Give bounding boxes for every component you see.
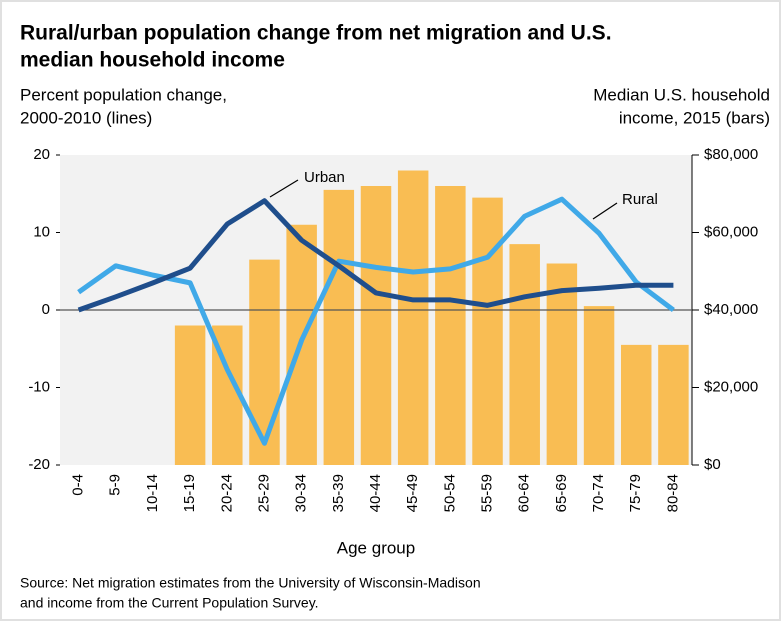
- x-tick-label: 0-4: [70, 474, 87, 496]
- bar: [249, 259, 280, 465]
- y2-tick-label: $80,000: [704, 146, 758, 163]
- source: and income from the Current Population S…: [20, 595, 319, 611]
- source: Source: Net migration estimates from the…: [20, 575, 481, 591]
- y-tick-label: 20: [33, 146, 50, 163]
- x-tick-label: 35-39: [330, 474, 347, 512]
- y-axis-label: Percent population change,: [20, 85, 227, 104]
- x-tick-label: 10-14: [144, 474, 161, 512]
- leader-line: [269, 179, 299, 198]
- x-tick-label: 75-79: [627, 474, 644, 512]
- leader-line: [592, 202, 618, 220]
- series-label: Rural: [622, 191, 658, 208]
- bar: [397, 170, 429, 465]
- chart-title: Rural/urban population change from net m…: [20, 22, 612, 45]
- bar: [323, 189, 355, 465]
- bar: [360, 186, 392, 465]
- line: [77, 196, 675, 446]
- x-axis-label: Age group: [337, 538, 415, 557]
- x-tick-label: 5-9: [107, 474, 124, 496]
- y-axis-label: 2000-2010 (lines): [20, 108, 152, 127]
- x-tick-label: 55-59: [478, 474, 495, 512]
- bar: [435, 186, 466, 465]
- x-tick-label: 60-64: [516, 474, 533, 512]
- bar: [174, 325, 206, 465]
- bar: [583, 306, 615, 465]
- x-tick-label: 80-84: [664, 474, 681, 512]
- bar: [509, 244, 540, 465]
- y2-tick-label: $0: [704, 456, 721, 473]
- x-tick-label: 15-19: [181, 474, 198, 512]
- y2-tick-label: $20,000: [704, 378, 758, 395]
- x-tick-label: 70-74: [590, 474, 607, 512]
- y-tick-label: 10: [33, 223, 50, 240]
- chart-title: median household income: [20, 49, 285, 72]
- series-label: Urban: [304, 169, 345, 186]
- bar: [472, 197, 503, 465]
- x-tick-label: 25-29: [255, 474, 272, 512]
- y-tick-label: 0: [42, 301, 50, 318]
- x-tick-label: 20-24: [218, 474, 235, 512]
- y-tick-label: -10: [28, 378, 50, 395]
- x-tick-label: 50-54: [441, 474, 458, 512]
- x-tick-label: 40-44: [367, 474, 384, 512]
- line: [77, 198, 674, 313]
- y-tick-label: -20: [28, 456, 50, 473]
- x-tick-label: 45-49: [404, 474, 421, 512]
- bar: [546, 263, 578, 465]
- y2-tick-label: $60,000: [704, 223, 758, 240]
- y2-axis-label: income, 2015 (bars): [619, 108, 770, 127]
- x-tick-label: 30-34: [293, 474, 310, 512]
- y2-axis-label: Median U.S. household: [593, 85, 770, 104]
- bar: [620, 344, 652, 465]
- y2-tick-label: $40,000: [704, 301, 758, 318]
- bar: [658, 344, 689, 465]
- x-tick-label: 65-69: [553, 474, 570, 512]
